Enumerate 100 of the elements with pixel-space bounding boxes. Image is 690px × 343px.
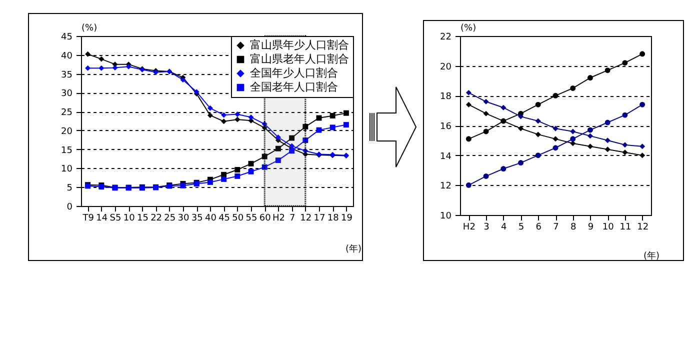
x-tick-label: 5 (518, 222, 524, 232)
point (207, 179, 213, 185)
point (275, 134, 281, 140)
point (207, 105, 213, 111)
point (248, 160, 254, 166)
point (640, 102, 646, 108)
point (221, 118, 227, 124)
point (587, 75, 593, 80)
x-tick-label: 45 (218, 214, 230, 224)
x-tick-label: 8 (570, 222, 576, 232)
point (234, 173, 240, 179)
point (552, 136, 558, 142)
point (604, 68, 610, 74)
x-tick-label: 10 (123, 214, 136, 224)
point (622, 150, 628, 156)
point (234, 111, 240, 117)
legend-label: 全国年少人口割合 (250, 66, 338, 80)
x-tick-label: 25 (164, 214, 176, 224)
point (248, 114, 254, 120)
point (622, 142, 628, 148)
point (234, 166, 240, 172)
y-tick-label: 10 (61, 164, 73, 175)
x-tick-label: 40 (204, 214, 217, 224)
x-tick-label: 18 (327, 214, 340, 224)
y-tick-label: 45 (61, 32, 72, 42)
point (466, 136, 472, 142)
point (112, 64, 118, 70)
point (587, 127, 593, 133)
point (552, 126, 558, 132)
point (587, 133, 593, 139)
y-tick-label: 40 (61, 51, 73, 62)
point (262, 121, 268, 127)
point (289, 148, 295, 154)
point (604, 138, 610, 144)
x-tick-label: 50 (232, 214, 244, 224)
point (289, 135, 295, 141)
y-tick-label: 30 (61, 89, 73, 100)
legend-label: 富山県年少人口割合 (250, 38, 349, 52)
point (234, 116, 240, 122)
y-tick-label: 25 (61, 108, 72, 118)
x-tick-label: 9 (588, 222, 594, 232)
point (535, 132, 541, 138)
x-tick-label: 4 (501, 222, 508, 232)
x-tick-label: 7 (289, 214, 296, 224)
x-tick-label: 60 (259, 214, 272, 224)
y-tick-label: 20 (61, 126, 73, 137)
y-tick-label: 22 (440, 32, 452, 42)
point (85, 51, 91, 57)
point (85, 65, 91, 71)
point (604, 120, 610, 126)
x-tick-label: H2 (462, 222, 476, 232)
point (275, 158, 281, 164)
point (275, 146, 281, 152)
point (98, 65, 104, 71)
point (466, 182, 472, 188)
point (622, 112, 628, 118)
y-tick-label: 20 (440, 62, 452, 72)
x-tick-label: 19 (340, 214, 353, 224)
x-tick-label: 15 (136, 214, 148, 224)
x-tick-label: H2 (272, 214, 285, 224)
point (640, 51, 646, 57)
x-axis-title: (年) (643, 250, 660, 262)
point (552, 92, 558, 98)
point (622, 60, 628, 66)
x-tick-label: S5 (110, 214, 122, 224)
point (289, 143, 295, 149)
point (518, 160, 524, 166)
point (483, 98, 489, 104)
point (221, 176, 227, 182)
point (500, 166, 506, 172)
point (570, 128, 576, 134)
point (535, 118, 541, 124)
point (207, 112, 213, 118)
y-tick-label: 12 (440, 182, 452, 192)
point (180, 77, 186, 83)
point (343, 122, 349, 128)
point (316, 127, 322, 133)
y-tick-label: 0 (66, 202, 73, 212)
point (640, 144, 646, 150)
point (466, 90, 472, 96)
x-tick-label: 7 (553, 222, 559, 232)
point (587, 144, 593, 150)
y-axis-title: (%) (460, 24, 476, 34)
point (535, 152, 541, 158)
legend-label: 富山県老年人口割合 (250, 52, 349, 66)
y-tick-label: 18 (440, 92, 452, 102)
point (302, 124, 308, 130)
x-tick-label: 35 (191, 214, 203, 224)
y-axis-title: (%) (82, 24, 98, 34)
x-tick-label: 12 (300, 214, 312, 224)
point (302, 138, 308, 144)
x-tick-label: 11 (620, 222, 632, 232)
x-tick-label: 12 (637, 222, 649, 232)
point (466, 102, 472, 108)
x-tick-label: 30 (178, 214, 190, 224)
point (248, 168, 254, 174)
point (483, 173, 489, 179)
y-tick-label: 16 (440, 122, 452, 132)
x-axis-title: (年) (345, 244, 362, 254)
point (535, 102, 541, 108)
